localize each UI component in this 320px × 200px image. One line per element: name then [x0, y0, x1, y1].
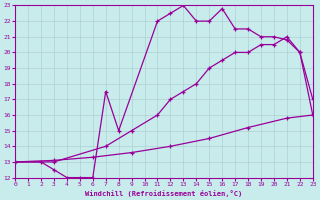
X-axis label: Windchill (Refroidissement éolien,°C): Windchill (Refroidissement éolien,°C)	[85, 190, 243, 197]
